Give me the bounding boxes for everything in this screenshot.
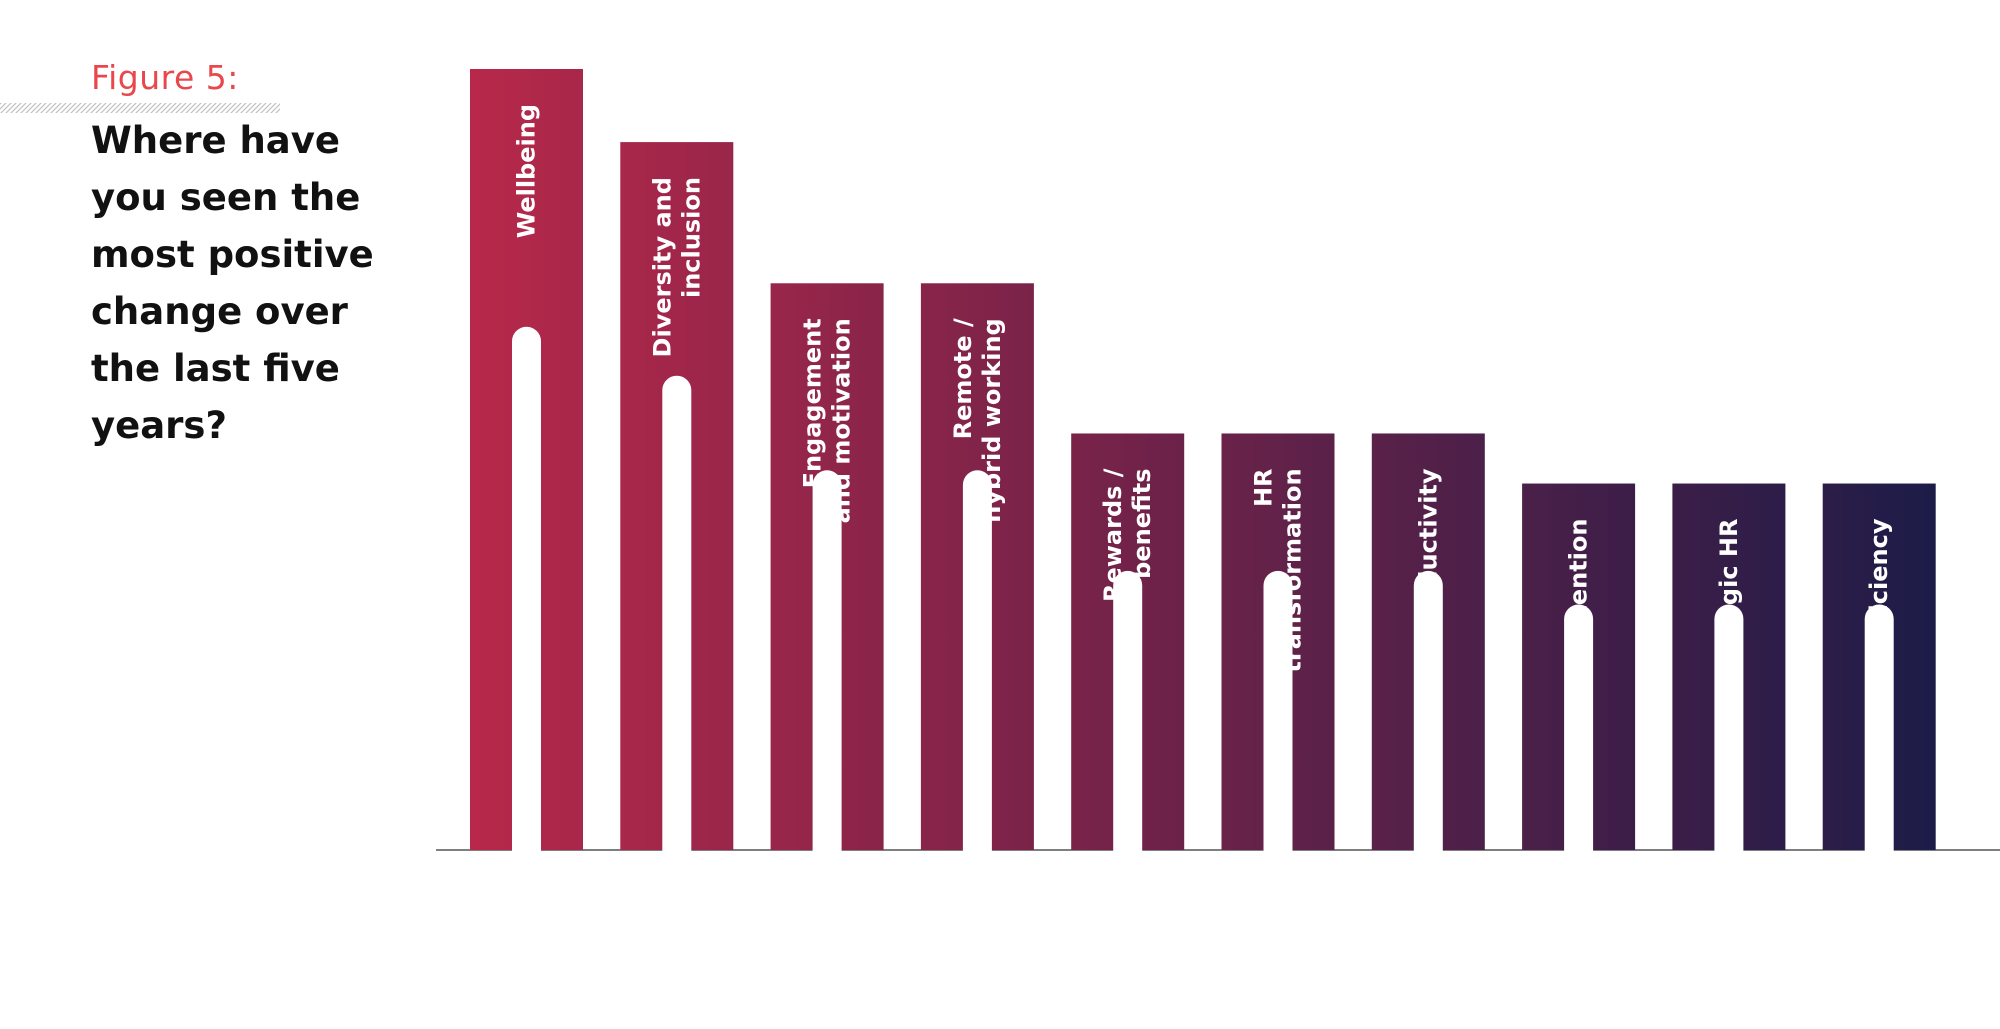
bar-track-7: [1564, 604, 1594, 865]
bar-track-2: [812, 470, 842, 865]
bar-track-6: [1413, 570, 1443, 865]
bar-track-8: [1714, 604, 1744, 865]
bar-label-3: Remote /hybrid working: [949, 318, 1006, 523]
bar-track-3: [962, 470, 992, 865]
bar-track-4: [1113, 570, 1143, 865]
bar-label-8: Strategic HR: [1715, 519, 1743, 690]
bar-label-1: Diversity andinclusion: [648, 177, 705, 357]
bar-label-5: HRtransformation: [1250, 468, 1307, 672]
bar-track-1: [662, 375, 692, 865]
bar-label-4: Rewards /benefits: [1099, 468, 1156, 602]
bar-label-9: HR efficiency: [1865, 518, 1893, 694]
bar-label-2: Engagementand motivation: [799, 318, 856, 523]
bar-track-9: [1864, 604, 1894, 865]
figure-label: Figure 5:: [91, 58, 239, 97]
bar-label-6: Productivity: [1414, 468, 1442, 633]
bar-track-0: [512, 326, 541, 865]
bar-track-5: [1263, 570, 1293, 865]
figure-question: Where have you seen the most positive ch…: [91, 119, 374, 447]
bar-label-0: Wellbeing: [513, 104, 541, 238]
bar-label-7: Retention: [1565, 519, 1593, 652]
hatch-divider: [0, 103, 280, 113]
